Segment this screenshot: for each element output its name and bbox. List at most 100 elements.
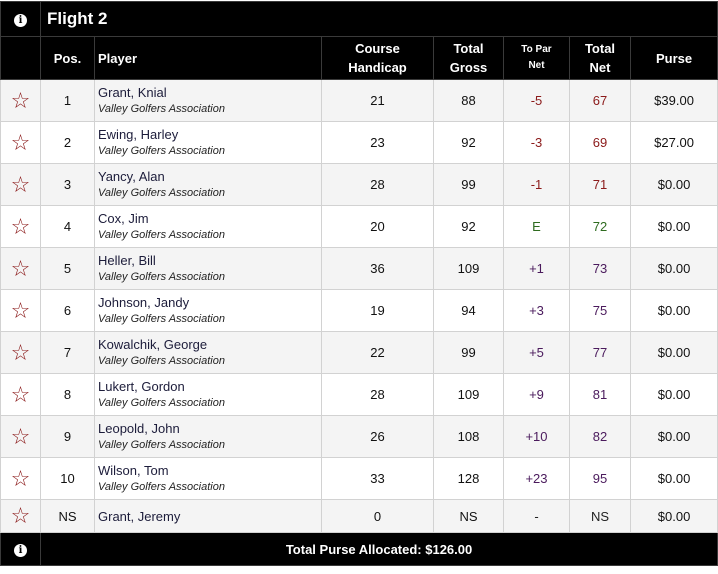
- player-cell: Kowalchik, George Valley Golfers Associat…: [94, 331, 322, 374]
- col-header-total-gross[interactable]: Total Gross: [433, 36, 504, 80]
- player-association: Valley Golfers Association: [98, 144, 225, 157]
- column-header-row: Pos. Player Course Handicap Total Gross To…: [0, 36, 718, 80]
- info-icon: i: [14, 544, 27, 557]
- total-net-cell: 69: [569, 121, 631, 164]
- total-net-cell: 72: [569, 205, 631, 248]
- total-gross-cell: 108: [433, 415, 504, 458]
- col-header-total-gross-line2: Gross: [449, 60, 488, 75]
- player-name-link[interactable]: Ewing, Harley: [98, 126, 179, 142]
- footer-info-button[interactable]: i: [0, 532, 41, 566]
- favorite-button[interactable]: ☆: [0, 79, 41, 122]
- course-handicap-cell: 26: [321, 415, 434, 458]
- total-net-cell: NS: [569, 499, 631, 533]
- favorite-button[interactable]: ☆: [0, 121, 41, 164]
- favorite-button[interactable]: ☆: [0, 373, 41, 416]
- position-cell: 8: [40, 373, 95, 416]
- favorite-button[interactable]: ☆: [0, 499, 41, 533]
- total-net-cell: 81: [569, 373, 631, 416]
- purse-cell: $0.00: [629, 331, 718, 374]
- total-net-cell: 67: [569, 79, 631, 122]
- player-cell: Cox, Jim Valley Golfers Association: [94, 205, 322, 248]
- info-icon: i: [14, 14, 27, 27]
- purse-cell: $0.00: [629, 163, 718, 206]
- col-header-total-gross-line1: Total: [453, 41, 484, 56]
- player-cell: Grant, Jeremy: [94, 499, 322, 533]
- player-name-link[interactable]: Heller, Bill: [98, 252, 156, 268]
- player-name-link[interactable]: Lukert, Gordon: [98, 378, 185, 394]
- footer-row: i Total Purse Allocated: $126.00: [0, 532, 718, 566]
- star-outline-icon: ☆: [10, 381, 31, 407]
- col-header-pos[interactable]: Pos.: [40, 36, 95, 80]
- player-name-link[interactable]: Kowalchik, George: [98, 336, 208, 352]
- to-par-net-cell: E: [503, 205, 570, 248]
- player-name-link[interactable]: Grant, Knial: [98, 84, 167, 100]
- star-outline-icon: ☆: [10, 87, 31, 113]
- favorite-button[interactable]: ☆: [0, 205, 41, 248]
- total-gross-cell: 92: [433, 121, 504, 164]
- position-cell: 1: [40, 79, 95, 122]
- total-net-cell: 95: [569, 457, 631, 500]
- purse-cell: $39.00: [629, 79, 718, 122]
- player-name-link[interactable]: Yancy, Alan: [98, 168, 165, 184]
- total-gross-cell: 92: [433, 205, 504, 248]
- total-gross-cell: 99: [433, 163, 504, 206]
- course-handicap-cell: 36: [321, 247, 434, 290]
- player-cell: Yancy, Alan Valley Golfers Association: [94, 163, 322, 206]
- purse-cell: $0.00: [629, 289, 718, 332]
- to-par-net-cell: +23: [503, 457, 570, 500]
- table-row: ☆ 8 Lukert, Gordon Valley Golfers Associati…: [0, 373, 718, 416]
- player-association: Valley Golfers Association: [98, 102, 225, 115]
- total-gross-cell: NS: [433, 499, 504, 533]
- table-row: ☆ NS Grant, Jeremy 0 NS - NS $0.00: [0, 499, 718, 533]
- position-cell: 2: [40, 121, 95, 164]
- favorite-button[interactable]: ☆: [0, 457, 41, 500]
- to-par-net-cell: -5: [503, 79, 570, 122]
- favorite-button[interactable]: ☆: [0, 163, 41, 206]
- course-handicap-cell: 0: [321, 499, 434, 533]
- player-name-link[interactable]: Johnson, Jandy: [98, 294, 190, 310]
- favorite-button[interactable]: ☆: [0, 247, 41, 290]
- table-row: ☆ 2 Ewing, Harley Valley Golfers Associatio…: [0, 121, 718, 164]
- player-name-link[interactable]: Grant, Jeremy: [98, 508, 181, 524]
- player-cell: Grant, Knial Valley Golfers Association: [94, 79, 322, 122]
- star-outline-icon: ☆: [10, 339, 31, 365]
- to-par-net-cell: +9: [503, 373, 570, 416]
- star-outline-icon: ☆: [10, 297, 31, 323]
- favorite-button[interactable]: ☆: [0, 289, 41, 332]
- flight-title-row: i Flight 2: [0, 1, 718, 37]
- favorite-button[interactable]: ☆: [0, 415, 41, 458]
- player-name-link[interactable]: Leopold, John: [98, 420, 180, 436]
- purse-cell: $0.00: [629, 205, 718, 248]
- col-header-player[interactable]: Player: [94, 36, 322, 80]
- total-net-cell: 82: [569, 415, 631, 458]
- star-outline-icon: ☆: [10, 129, 31, 155]
- player-cell: Johnson, Jandy Valley Golfers Association: [94, 289, 322, 332]
- col-header-favorite: [0, 36, 41, 80]
- player-cell: Lukert, Gordon Valley Golfers Association: [94, 373, 322, 416]
- col-header-to-par-line1: To Par: [521, 44, 552, 55]
- col-header-to-par-net[interactable]: To Par Net: [503, 36, 570, 80]
- col-header-course-handicap[interactable]: Course Handicap: [321, 36, 434, 80]
- col-header-total-net[interactable]: Total Net: [569, 36, 631, 80]
- purse-cell: $0.00: [629, 457, 718, 500]
- player-name-link[interactable]: Cox, Jim: [98, 210, 149, 226]
- player-association: Valley Golfers Association: [98, 270, 225, 283]
- purse-cell: $0.00: [629, 415, 718, 458]
- flight-title: Flight 2: [39, 1, 718, 37]
- player-name-link[interactable]: Wilson, Tom: [98, 462, 169, 478]
- position-cell: 10: [40, 457, 95, 500]
- player-association: Valley Golfers Association: [98, 396, 225, 409]
- player-association: Valley Golfers Association: [98, 438, 225, 451]
- position-cell: NS: [40, 499, 95, 533]
- col-header-purse[interactable]: Purse: [629, 36, 718, 80]
- info-button[interactable]: i: [0, 1, 41, 37]
- total-purse-allocated: Total Purse Allocated: $126.00: [39, 532, 718, 566]
- position-cell: 6: [40, 289, 95, 332]
- favorite-button[interactable]: ☆: [0, 331, 41, 374]
- course-handicap-cell: 19: [321, 289, 434, 332]
- purse-cell: $0.00: [629, 247, 718, 290]
- course-handicap-cell: 22: [321, 331, 434, 374]
- table-row: ☆ 6 Johnson, Jandy Valley Golfers Associati…: [0, 289, 718, 332]
- total-net-cell: 75: [569, 289, 631, 332]
